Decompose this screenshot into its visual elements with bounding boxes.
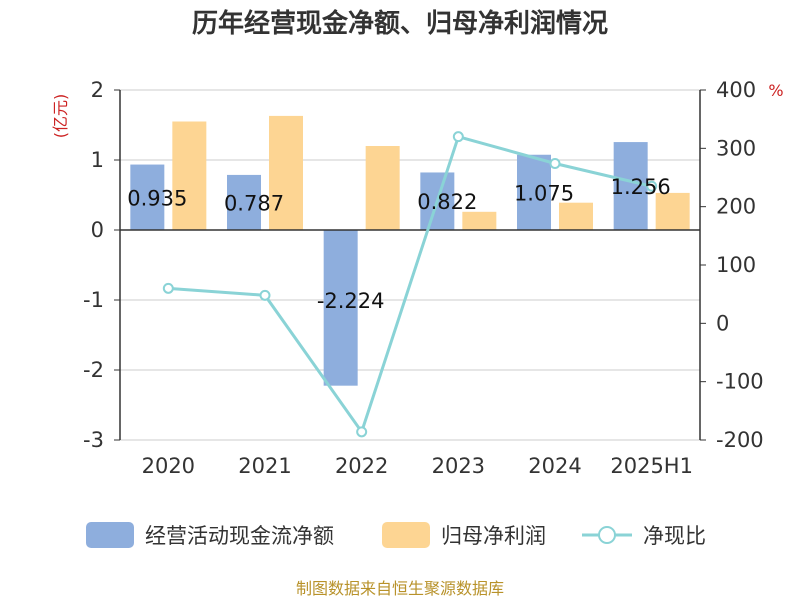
bar-net-profit bbox=[655, 192, 690, 230]
bar-net-profit bbox=[172, 121, 207, 230]
legend-item-net-profit[interactable]: 归母净利润 bbox=[382, 522, 546, 548]
left-tick-label: -3 bbox=[83, 428, 104, 452]
x-tick-label: 2023 bbox=[432, 454, 485, 478]
source-footer: 制图数据来自恒生聚源数据库 bbox=[296, 579, 504, 598]
right-tick-label: 300 bbox=[716, 136, 756, 160]
ratio-point bbox=[549, 158, 561, 169]
bar-net-profit bbox=[559, 202, 593, 230]
bar-net-profit bbox=[269, 115, 303, 230]
legend-label-net-profit: 归母净利润 bbox=[441, 524, 546, 548]
bar-cash-flow bbox=[323, 230, 358, 386]
bar-net-profit bbox=[365, 146, 400, 230]
left-tick-label: 2 bbox=[91, 78, 104, 102]
right-tick-label: 200 bbox=[716, 195, 756, 219]
ratio-point bbox=[646, 180, 658, 192]
legend-swatch-ratio-marker bbox=[598, 526, 616, 544]
data-label-cash-flow: 1.075 bbox=[514, 181, 574, 205]
bar-net-profit bbox=[462, 211, 497, 230]
data-label-cash-flow: 0.787 bbox=[224, 191, 284, 215]
chart-title: 历年经营现金净额、归母净利润情况 bbox=[192, 8, 608, 39]
ratio-line bbox=[162, 131, 658, 438]
ratio-point bbox=[162, 282, 174, 294]
legend-item-ratio[interactable]: 净现比 bbox=[582, 524, 706, 548]
ratio-point bbox=[356, 426, 368, 438]
ratio-series-line bbox=[168, 134, 653, 436]
axes: 2 1 0 -1 -2 -3 400 300 200 100 0 -100 -200 2020 2021 20… bbox=[83, 78, 764, 478]
ratio-point bbox=[259, 289, 271, 301]
bars bbox=[130, 115, 690, 386]
legend-swatch-cash-flow bbox=[86, 522, 134, 548]
grid bbox=[120, 89, 700, 441]
right-tick-label: 400 bbox=[716, 78, 756, 102]
bar-cash-flow bbox=[613, 142, 648, 230]
ratio-point bbox=[452, 131, 464, 143]
x-tick-label: 2020 bbox=[142, 454, 195, 478]
x-tick-label: 2022 bbox=[335, 454, 388, 478]
right-tick-label: 100 bbox=[716, 253, 756, 277]
bar-cash-flow bbox=[517, 154, 551, 230]
right-tick-label: 0 bbox=[716, 311, 729, 335]
legend[interactable]: 经营活动现金流净额 归母净利润 净现比 bbox=[86, 522, 706, 548]
left-tick-label: -2 bbox=[83, 358, 104, 382]
right-tick-label: -100 bbox=[716, 370, 764, 394]
legend-label-ratio: 净现比 bbox=[643, 524, 706, 548]
x-tick-label: 2025H1 bbox=[610, 454, 693, 478]
left-tick-label: -1 bbox=[83, 288, 104, 312]
legend-item-cash-flow[interactable]: 经营活动现金流净额 bbox=[86, 522, 334, 548]
bar-cash-flow bbox=[130, 164, 165, 230]
left-tick-label: 1 bbox=[91, 148, 104, 172]
legend-label-cash-flow: 经营活动现金流净额 bbox=[145, 524, 334, 548]
x-tick-label: 2024 bbox=[528, 454, 581, 478]
legend-swatch-net-profit bbox=[382, 522, 430, 548]
bar-cash-flow bbox=[227, 174, 261, 230]
data-label-cash-flow: 1.256 bbox=[611, 175, 671, 199]
x-tick-label: 2021 bbox=[238, 454, 291, 478]
left-axis-unit: (亿元) bbox=[51, 94, 70, 139]
right-tick-label: -200 bbox=[716, 428, 764, 452]
right-axis-unit: % bbox=[768, 81, 783, 100]
data-label-cash-flow: -2.224 bbox=[317, 289, 385, 313]
left-tick-label: 0 bbox=[91, 218, 104, 242]
data-label-cash-flow: 0.822 bbox=[417, 190, 477, 214]
data-label-cash-flow: 0.935 bbox=[127, 186, 187, 210]
data-labels: 0.935 0.787 -2.224 0.822 1.075 1.256 bbox=[127, 175, 670, 313]
